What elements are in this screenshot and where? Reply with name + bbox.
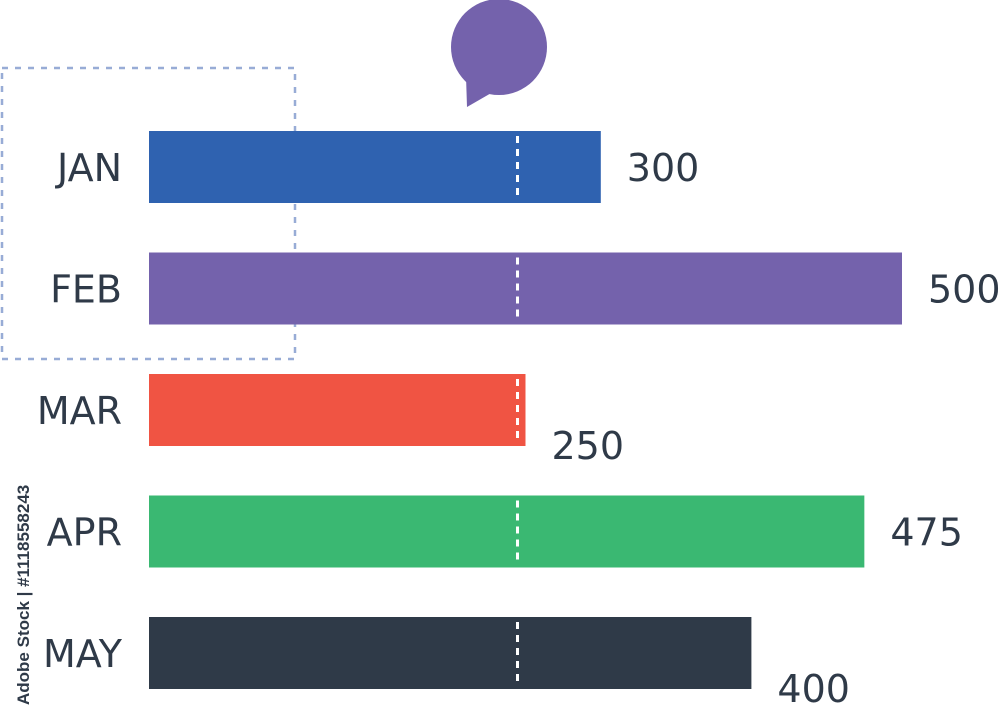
highlight-box	[0, 66, 297, 361]
bars-group	[149, 131, 902, 689]
speech-bubble-icon	[451, 0, 547, 107]
value-label-mar: 250	[552, 424, 625, 468]
side-stamp: Adobe Stock | #1118558243	[14, 485, 33, 705]
value-label-feb: 500	[928, 268, 1000, 312]
category-label-feb: FEB	[50, 268, 122, 312]
bar-mar	[149, 374, 526, 446]
bar-may	[149, 617, 752, 689]
value-labels: 300 500 250 475 400	[552, 146, 1000, 711]
value-label-apr: 475	[890, 511, 963, 555]
value-label-may: 400	[777, 667, 850, 711]
category-label-jan: JAN	[55, 146, 122, 190]
category-label-mar: MAR	[37, 389, 122, 433]
value-label-jan: 300	[627, 146, 700, 190]
bar-apr	[149, 495, 865, 568]
bar-feb	[149, 252, 902, 325]
category-labels: JAN FEB MAR APR MAY	[37, 146, 123, 676]
category-label-apr: APR	[47, 511, 122, 555]
bar-jan	[149, 131, 601, 203]
category-label-may: MAY	[43, 632, 123, 676]
